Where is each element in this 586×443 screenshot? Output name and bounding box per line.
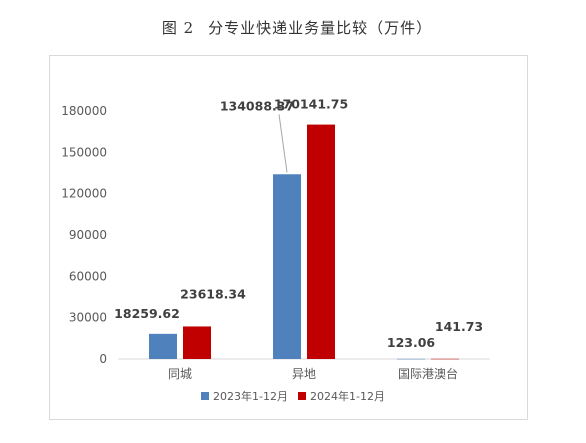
figure-number: 图 2 xyxy=(161,19,195,37)
legend-label-2023: 2023年1-12月 xyxy=(213,390,288,403)
x-category-label: 同城 xyxy=(168,367,192,381)
legend-swatch-2024 xyxy=(298,392,306,400)
legend-label-2024: 2024年1-12月 xyxy=(310,390,385,403)
y-tick-label: 0 xyxy=(99,352,107,366)
y-tick-label: 150000 xyxy=(61,145,107,159)
bar-2024 xyxy=(307,124,335,359)
y-tick-label: 60000 xyxy=(69,269,107,283)
data-label-2023: 18259.62 xyxy=(114,306,180,321)
y-tick-label: 180000 xyxy=(61,104,107,118)
y-tick-label: 120000 xyxy=(61,187,107,201)
data-label-leader xyxy=(278,114,288,173)
x-category-label: 国际港澳台 xyxy=(398,366,458,381)
data-label-2024: 141.73 xyxy=(435,319,483,334)
legend-swatch-2023 xyxy=(201,392,210,400)
data-label-2024: 23618.34 xyxy=(180,286,246,301)
bar-2023 xyxy=(273,174,301,359)
bar-2023 xyxy=(397,358,425,360)
y-tick-label: 90000 xyxy=(69,228,107,242)
chart-title: 分专业快递业务量比较（万件） xyxy=(208,19,433,37)
legend-item-2024: 2024年1-12月 xyxy=(298,388,385,404)
bar-2023 xyxy=(149,333,177,359)
legend: 2023年1-12月 2024年1-12月 xyxy=(0,388,586,404)
legend-item-2023: 2023年1-12月 xyxy=(201,388,288,404)
chart-caption: 图 2 分专业快递业务量比较（万件） xyxy=(0,17,586,38)
data-label-2023: 123.06 xyxy=(387,335,436,350)
bar-2024 xyxy=(431,358,459,360)
bar-2024 xyxy=(183,326,211,359)
data-label-2023: 134088.37 xyxy=(220,98,294,113)
y-tick-label: 30000 xyxy=(69,311,107,325)
data-label-2024: 170141.75 xyxy=(274,97,348,112)
x-category-label: 异地 xyxy=(292,367,316,381)
